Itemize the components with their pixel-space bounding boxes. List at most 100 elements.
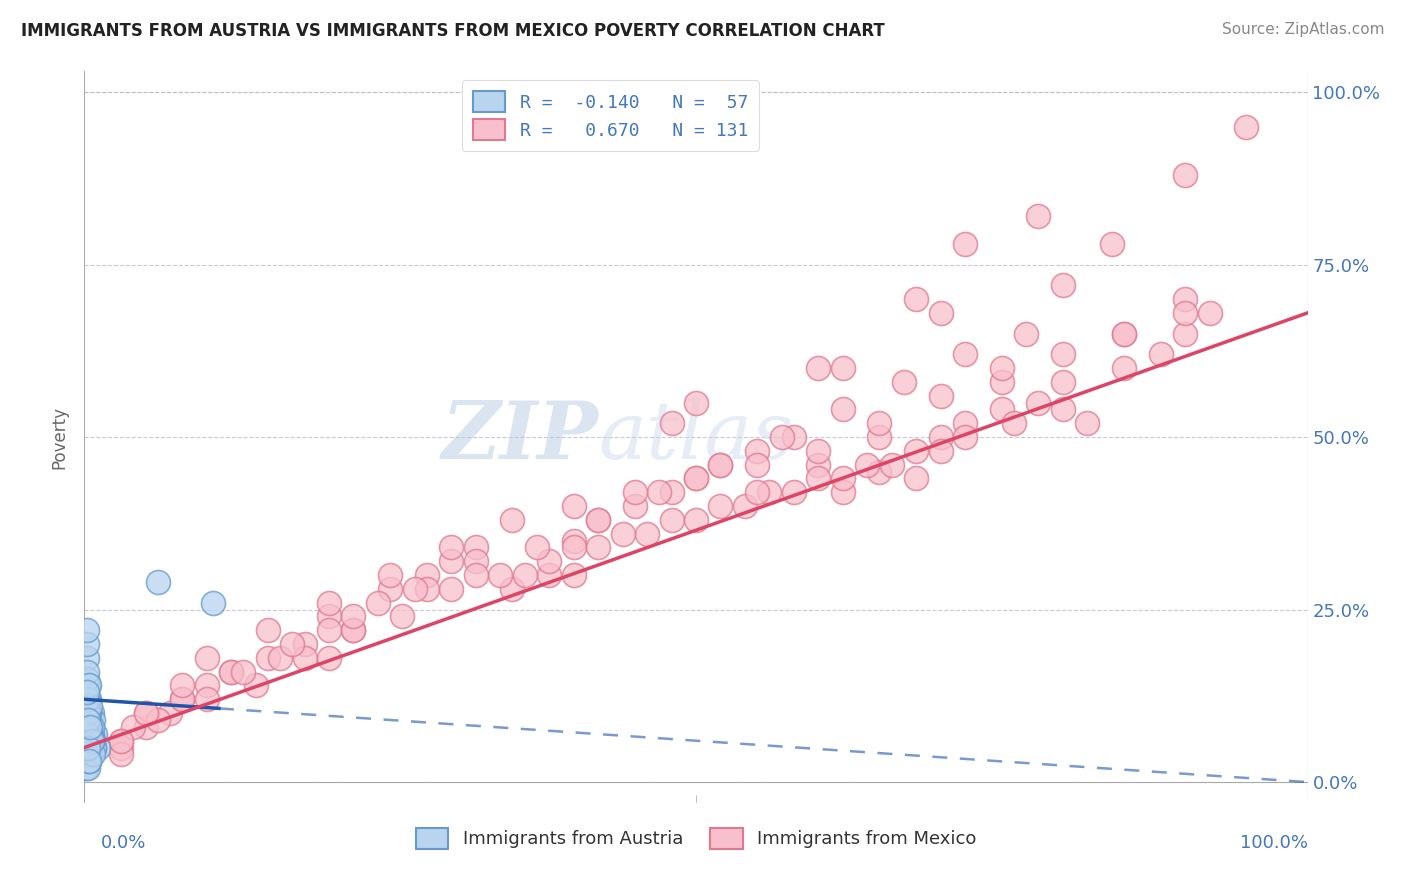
Point <box>1150 347 1173 361</box>
Point <box>1114 326 1136 341</box>
Point <box>77 747 100 762</box>
Point <box>747 458 769 472</box>
Point <box>195 692 218 706</box>
Point <box>245 678 267 692</box>
Point <box>562 533 585 548</box>
Point <box>146 713 169 727</box>
Point <box>586 513 609 527</box>
Point <box>953 417 976 431</box>
Point <box>770 430 793 444</box>
Point <box>79 720 101 734</box>
Point <box>929 430 952 444</box>
Point <box>1052 347 1074 361</box>
Point <box>905 471 928 485</box>
Point <box>79 720 101 734</box>
Point <box>783 485 806 500</box>
Point <box>110 733 132 747</box>
Point <box>110 740 132 755</box>
Point <box>77 733 100 747</box>
Point <box>80 727 103 741</box>
Point <box>464 554 486 568</box>
Legend: Immigrants from Austria, Immigrants from Mexico: Immigrants from Austria, Immigrants from… <box>405 817 987 860</box>
Point <box>76 651 98 665</box>
Text: IMMIGRANTS FROM AUSTRIA VS IMMIGRANTS FROM MEXICO POVERTY CORRELATION CHART: IMMIGRANTS FROM AUSTRIA VS IMMIGRANTS FR… <box>21 22 884 40</box>
Point <box>77 706 100 720</box>
Y-axis label: Poverty: Poverty <box>51 406 69 468</box>
Point <box>318 609 340 624</box>
Point <box>342 609 364 624</box>
Point <box>79 733 101 747</box>
Point <box>1198 306 1220 320</box>
Point <box>257 624 280 638</box>
Point <box>1002 417 1025 431</box>
Point <box>318 624 340 638</box>
Point <box>219 665 242 679</box>
Point <box>79 699 101 714</box>
Point <box>807 361 830 376</box>
Point <box>404 582 426 596</box>
Point <box>1114 326 1136 341</box>
Point <box>991 375 1014 389</box>
Point <box>807 443 830 458</box>
Point <box>869 430 891 444</box>
Point <box>110 733 132 747</box>
Point <box>77 720 100 734</box>
Point <box>526 541 548 555</box>
Point <box>80 733 103 747</box>
Point <box>79 740 101 755</box>
Point <box>856 458 879 472</box>
Point <box>172 678 194 692</box>
Point <box>135 720 157 734</box>
Point <box>440 541 463 555</box>
Point <box>80 733 103 747</box>
Point <box>294 651 316 665</box>
Point <box>685 471 707 485</box>
Point <box>318 651 340 665</box>
Point <box>76 685 98 699</box>
Point <box>1174 326 1197 341</box>
Point <box>953 430 976 444</box>
Point <box>440 554 463 568</box>
Point <box>146 574 169 589</box>
Point <box>991 402 1014 417</box>
Point <box>1015 326 1038 341</box>
Point <box>831 471 853 485</box>
Point <box>232 665 254 679</box>
Point <box>953 236 976 251</box>
Point <box>747 485 769 500</box>
Point <box>1114 361 1136 376</box>
Point <box>219 665 242 679</box>
Point <box>77 706 100 720</box>
Point <box>82 733 104 747</box>
Point <box>77 755 100 769</box>
Point <box>77 733 100 747</box>
Point <box>77 740 100 755</box>
Point <box>83 740 105 755</box>
Text: atlas: atlas <box>598 399 793 475</box>
Point <box>1174 168 1197 182</box>
Point <box>538 554 561 568</box>
Text: 0.0%: 0.0% <box>101 834 146 852</box>
Point <box>77 692 100 706</box>
Point <box>294 637 316 651</box>
Point <box>83 733 105 747</box>
Point <box>562 499 585 513</box>
Point <box>648 485 671 500</box>
Point <box>464 568 486 582</box>
Point <box>538 568 561 582</box>
Point <box>747 443 769 458</box>
Point <box>953 347 976 361</box>
Point <box>79 740 101 755</box>
Point <box>893 375 915 389</box>
Text: 100.0%: 100.0% <box>1240 834 1308 852</box>
Point <box>807 471 830 485</box>
Point <box>380 582 402 596</box>
Point <box>513 568 536 582</box>
Point <box>929 306 952 320</box>
Point <box>831 402 853 417</box>
Point <box>84 727 107 741</box>
Point <box>905 443 928 458</box>
Point <box>1236 120 1258 134</box>
Point <box>172 692 194 706</box>
Point <box>929 389 952 403</box>
